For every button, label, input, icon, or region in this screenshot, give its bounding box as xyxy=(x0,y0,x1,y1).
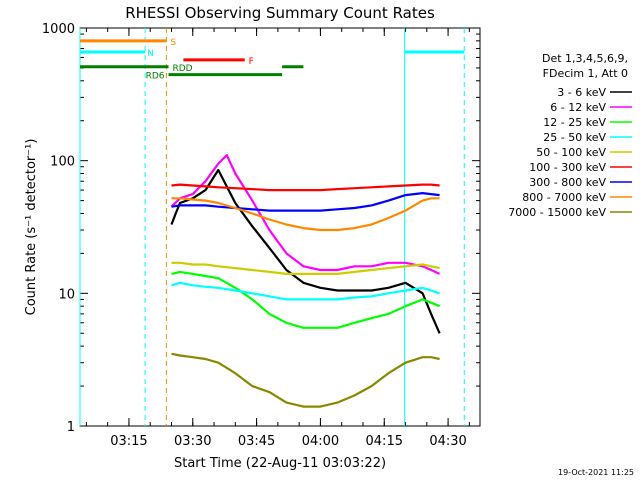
series-line xyxy=(170,154,441,275)
series-lines xyxy=(170,154,441,408)
series-line xyxy=(171,261,440,275)
flag-bar-label: S xyxy=(170,38,176,48)
x-axis-label: Start Time (22-Aug-11 03:03:22) xyxy=(174,456,386,471)
legend-label: 3 - 6 keV xyxy=(557,86,606,99)
legend-label: 800 - 7000 keV xyxy=(522,191,606,204)
flag-bar-label: F xyxy=(249,57,254,67)
series-line xyxy=(171,270,441,329)
plot-frame xyxy=(79,27,481,427)
legend-label: 50 - 100 keV xyxy=(536,146,606,159)
series-line xyxy=(170,168,441,334)
vertical-markers xyxy=(79,28,465,426)
legend-label: 6 - 12 keV xyxy=(550,101,606,114)
flag-bar-label: RDD xyxy=(173,64,193,74)
y-tick-label: 100 xyxy=(50,155,75,170)
x-tick-label: 03:30 xyxy=(174,434,211,449)
legend-label: 7000 - 15000 keV xyxy=(508,206,606,219)
x-tick-label: 03:45 xyxy=(238,434,275,449)
legend-header-2: FDecim 1, Att 0 xyxy=(543,67,628,80)
y-tick-label: 1000 xyxy=(42,22,75,37)
flag-bar-label: RD6 xyxy=(146,72,165,82)
series-line xyxy=(171,183,440,192)
series-line xyxy=(171,192,440,212)
y-axis-label: Count Rate (s⁻¹ detector⁻¹) xyxy=(24,139,39,316)
legend: Det 1,3,4,5,6,9, FDecim 1, Att 0 3 - 6 k… xyxy=(508,52,632,219)
chart-title: RHESSI Observing Summary Count Rates xyxy=(125,4,435,22)
legend-label: 100 - 300 keV xyxy=(529,161,606,174)
x-tick-label: 04:15 xyxy=(366,434,403,449)
legend-label: 12 - 25 keV xyxy=(543,116,606,129)
series-line xyxy=(171,352,440,408)
x-tick-label: 03:15 xyxy=(110,434,147,449)
legend-label: 300 - 800 keV xyxy=(529,176,606,189)
legend-header-1: Det 1,3,4,5,6,9, xyxy=(542,52,628,65)
x-tick-label: 04:00 xyxy=(302,434,339,449)
series-line xyxy=(171,197,440,232)
y-tick-label: 1 xyxy=(67,420,75,435)
axis-ticks: 1 10 100 1000 03:15 03:30 03:45 04:00 04:15 04:30 xyxy=(42,22,480,449)
flag-bars: S N F RDD RD6 xyxy=(80,38,465,82)
y-tick-label: 10 xyxy=(58,287,75,302)
series-line xyxy=(171,281,440,301)
render-timestamp: 19-Oct-2021 11:25 xyxy=(558,468,634,477)
legend-label: 25 - 50 keV xyxy=(543,131,606,144)
flag-bar-label: N xyxy=(147,49,154,59)
x-tick-label: 04:30 xyxy=(429,434,466,449)
